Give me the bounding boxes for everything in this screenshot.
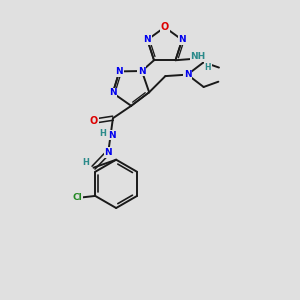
Text: NH: NH: [190, 52, 206, 61]
Text: N: N: [178, 35, 186, 44]
Text: O: O: [90, 116, 98, 126]
Text: N: N: [184, 70, 191, 79]
Text: N: N: [104, 148, 112, 157]
Text: H: H: [82, 158, 89, 167]
Text: O: O: [160, 22, 169, 32]
Text: Cl: Cl: [73, 193, 82, 202]
Text: H: H: [205, 62, 211, 71]
Text: N: N: [143, 35, 151, 44]
Text: H: H: [99, 129, 106, 138]
Text: N: N: [116, 67, 123, 76]
Text: N: N: [138, 67, 146, 76]
Text: N: N: [108, 131, 116, 140]
Text: N: N: [109, 88, 117, 98]
